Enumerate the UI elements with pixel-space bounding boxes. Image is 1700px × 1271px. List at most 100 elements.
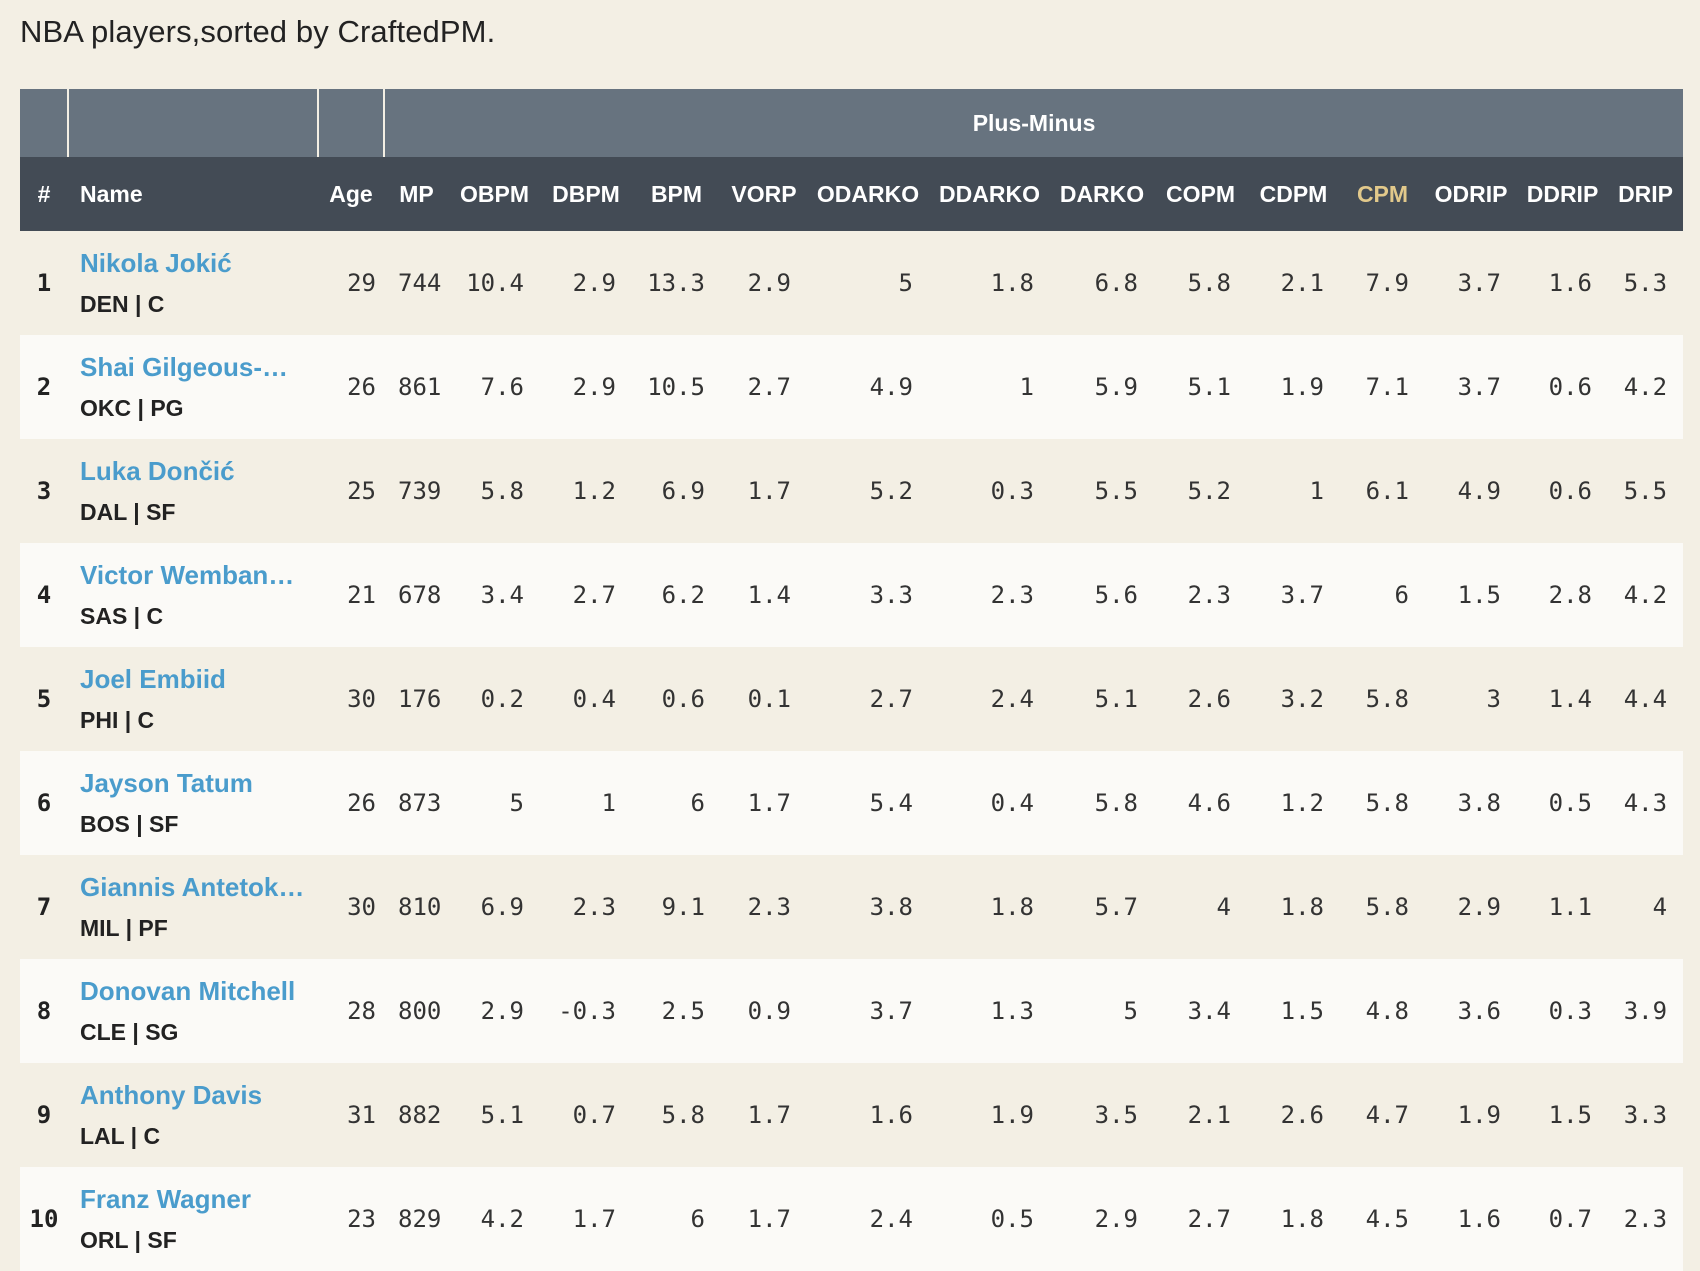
table-row: 10 Franz Wagner ORL | SF 23 829 4.2 1.7 6 1.7 2.4…	[20, 1167, 1684, 1271]
column-header-odarko[interactable]: ODARKO	[807, 157, 929, 231]
column-header-ddarko[interactable]: DDARKO	[929, 157, 1050, 231]
table-row: 6 Jayson Tatum BOS | SF 26 873 5 1 6 1.7 5.4 0.4 5.…	[20, 751, 1684, 855]
player-cell: Donovan Mitchell CLE | SG	[68, 959, 318, 1063]
cdpm-cell: 1.8	[1280, 1205, 1324, 1233]
ddrip-cell: 1.4	[1548, 685, 1592, 713]
obpm-cell: 10.4	[466, 269, 524, 297]
player-name-link[interactable]: Victor Wemban…	[80, 560, 295, 590]
column-header-mp[interactable]: MP	[384, 157, 449, 231]
player-team-position: DAL | SF	[80, 499, 176, 525]
age-cell: 29	[347, 269, 376, 297]
player-name-link[interactable]: Anthony Davis	[80, 1080, 263, 1110]
drip-cell: 3.9	[1623, 997, 1668, 1025]
odrip-cell: 4.9	[1457, 477, 1501, 505]
rank-cell: 2	[36, 373, 52, 401]
dbpm-cell: 0.4	[572, 685, 616, 713]
cpm-cell: 6.1	[1365, 477, 1409, 505]
player-name-link[interactable]: Luka Dončić	[80, 456, 235, 486]
column-header-obpm[interactable]: OBPM	[449, 157, 540, 231]
column-header-drip[interactable]: DRIP	[1608, 157, 1684, 231]
player-name-link[interactable]: Nikola Jokić	[80, 248, 232, 278]
odrip-cell: 3.6	[1457, 997, 1501, 1025]
odarko-cell: 3.7	[869, 997, 913, 1025]
obpm-cell: 3.4	[480, 581, 524, 609]
column-header-vorp[interactable]: VORP	[721, 157, 807, 231]
cdpm-cell: 2.1	[1280, 269, 1324, 297]
darko-cell: 2.9	[1094, 1205, 1138, 1233]
player-team-position: LAL | C	[80, 1123, 161, 1149]
ddrip-cell: 0.5	[1548, 789, 1592, 817]
column-header-bpm[interactable]: BPM	[632, 157, 721, 231]
player-name-link[interactable]: Giannis Antetok…	[80, 872, 305, 902]
mp-cell: 739	[398, 477, 442, 505]
player-cell: Franz Wagner ORL | SF	[68, 1167, 318, 1271]
player-cell: Anthony Davis LAL | C	[68, 1063, 318, 1167]
player-cell: Victor Wemban… SAS | C	[68, 543, 318, 647]
vorp-cell: 1.7	[747, 789, 791, 817]
cdpm-cell: 2.6	[1280, 1101, 1324, 1129]
player-name-link[interactable]: Shai Gilgeous-…	[80, 352, 289, 382]
column-header-cdpm[interactable]: CDPM	[1247, 157, 1340, 231]
cpm-cell: 7.1	[1365, 373, 1409, 401]
column-header-ddrip[interactable]: DDRIP	[1517, 157, 1608, 231]
column-header-rank[interactable]: #	[20, 157, 68, 231]
dbpm-cell: -0.3	[558, 997, 616, 1025]
ddrip-cell: 2.8	[1548, 581, 1592, 609]
mp-cell: 800	[398, 997, 442, 1025]
odarko-cell: 5.2	[869, 477, 913, 505]
rank-cell: 6	[36, 789, 52, 817]
rank-cell: 1	[36, 269, 52, 297]
mp-cell: 882	[398, 1101, 442, 1129]
column-header-copm[interactable]: COPM	[1154, 157, 1247, 231]
vorp-cell: 1.7	[747, 1205, 791, 1233]
mp-cell: 861	[398, 373, 442, 401]
rank-cell: 8	[36, 997, 52, 1025]
bpm-cell: 6.2	[661, 581, 705, 609]
odrip-cell: 1.9	[1457, 1101, 1501, 1129]
dbpm-cell: 2.3	[572, 893, 616, 921]
darko-cell: 5.9	[1094, 373, 1138, 401]
player-name-link[interactable]: Franz Wagner	[80, 1184, 251, 1214]
table-row: 4 Victor Wemban… SAS | C 21 678 3.4 2.7 6.2 1.4 3…	[20, 543, 1684, 647]
age-cell: 25	[347, 477, 376, 505]
drip-cell: 4	[1652, 893, 1668, 921]
table-row: 9 Anthony Davis LAL | C 31 882 5.1 0.7 5.8 1.7 1.…	[20, 1063, 1684, 1167]
column-header-name[interactable]: Name	[68, 157, 318, 231]
darko-cell: 5.7	[1094, 893, 1138, 921]
dbpm-cell: 0.7	[572, 1101, 616, 1129]
cdpm-cell: 1	[1309, 477, 1324, 505]
group-spacer-rank	[20, 89, 69, 157]
rank-cell: 9	[36, 1101, 52, 1129]
odarko-cell: 5	[898, 269, 913, 297]
column-header-odrip[interactable]: ODRIP	[1425, 157, 1517, 231]
obpm-cell: 0.2	[480, 685, 524, 713]
player-team-position: DEN | C	[80, 291, 165, 317]
player-cell: Shai Gilgeous-… OKC | PG	[68, 335, 318, 439]
odarko-cell: 2.4	[869, 1205, 913, 1233]
darko-cell: 5.6	[1094, 581, 1138, 609]
bpm-cell: 10.5	[647, 373, 705, 401]
group-spacer-age	[318, 89, 385, 157]
table-row: 1 Nikola Jokić DEN | C 29 744 10.4 2.9 13.3 2.9 5…	[20, 231, 1684, 335]
ddarko-cell: 1.9	[990, 1101, 1034, 1129]
player-name-link[interactable]: Joel Embiid	[80, 664, 226, 694]
age-cell: 30	[347, 893, 376, 921]
player-name-link[interactable]: Jayson Tatum	[80, 768, 253, 798]
column-header-age[interactable]: Age	[318, 157, 384, 231]
age-cell: 26	[347, 373, 376, 401]
vorp-cell: 2.3	[747, 893, 791, 921]
age-cell: 26	[347, 789, 376, 817]
mp-cell: 678	[398, 581, 442, 609]
vorp-cell: 1.7	[747, 477, 791, 505]
odarko-cell: 1.6	[869, 1101, 913, 1129]
column-header-dbpm[interactable]: DBPM	[540, 157, 632, 231]
ddrip-cell: 1.5	[1548, 1101, 1592, 1129]
player-name-link[interactable]: Donovan Mitchell	[80, 976, 296, 1006]
cpm-cell: 5.8	[1365, 685, 1409, 713]
column-header-cpm[interactable]: CPM	[1340, 157, 1425, 231]
copm-cell: 2.6	[1187, 685, 1231, 713]
drip-cell: 4.2	[1623, 373, 1668, 401]
column-header-darko[interactable]: DARKO	[1050, 157, 1154, 231]
age-cell: 31	[347, 1101, 376, 1129]
odrip-cell: 3.8	[1457, 789, 1501, 817]
